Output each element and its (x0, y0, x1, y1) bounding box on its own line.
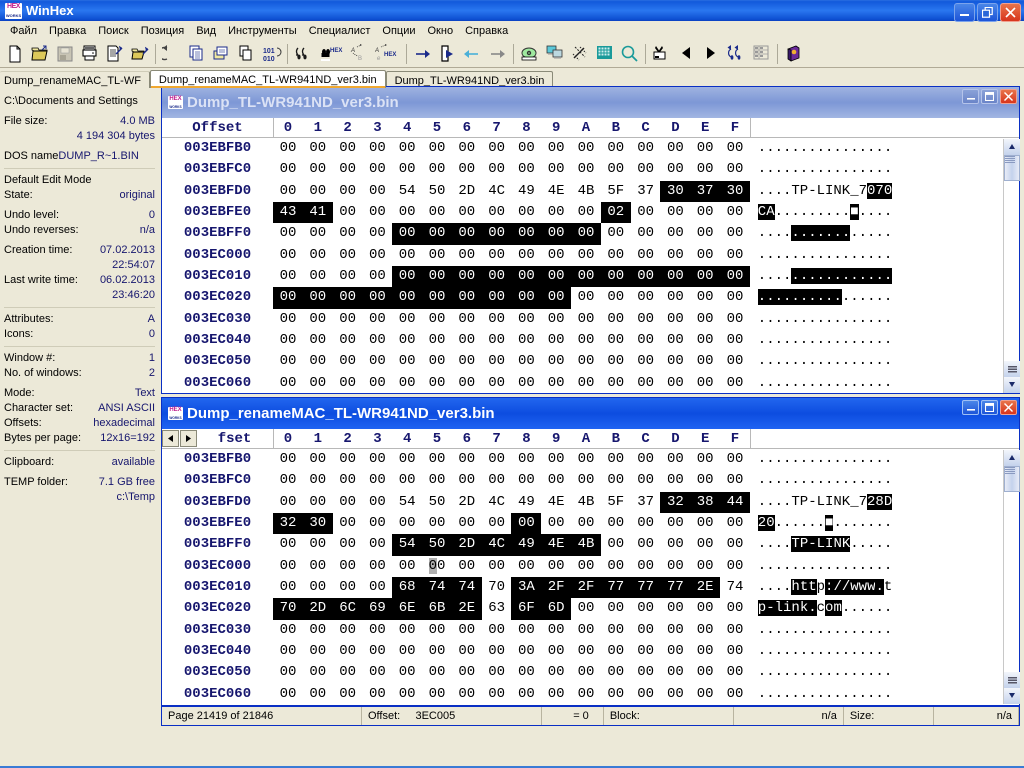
svg-text:A: A (350, 48, 355, 54)
svg-text:B: B (358, 56, 362, 62)
svg-text:e: e (377, 56, 381, 62)
svg-text:HEX: HEX (384, 52, 396, 58)
svg-text:HEX: HEX (330, 48, 342, 54)
svg-text:010: 010 (263, 56, 275, 63)
svg-text:A: A (375, 48, 379, 54)
svg-text:101: 101 (263, 48, 275, 55)
